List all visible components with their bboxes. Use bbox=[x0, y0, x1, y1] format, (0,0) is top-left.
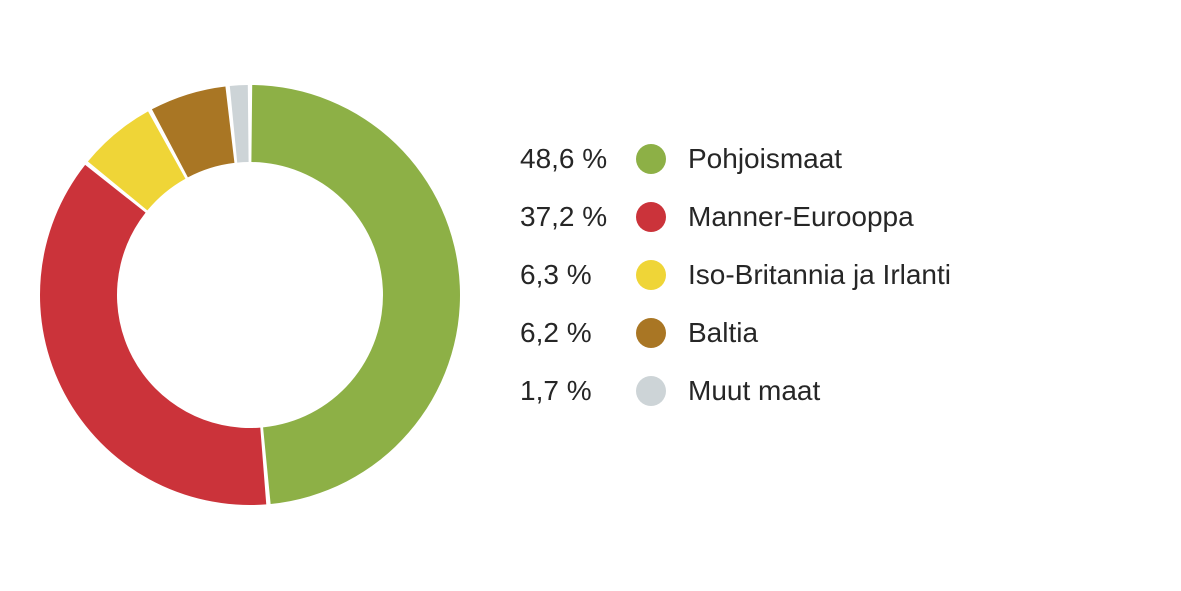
legend-label: Baltia bbox=[688, 319, 758, 347]
legend-row: 48,6 % Pohjoismaat bbox=[520, 130, 951, 188]
donut-slice bbox=[251, 85, 460, 504]
legend: 48,6 % Pohjoismaat 37,2 % Manner-Euroopp… bbox=[520, 130, 951, 420]
legend-swatch bbox=[636, 144, 666, 174]
legend-label: Manner-Eurooppa bbox=[688, 203, 914, 231]
donut-slice bbox=[40, 165, 266, 505]
legend-row: 6,3 % Iso-Britannia ja Irlanti bbox=[520, 246, 951, 304]
legend-row: 6,2 % Baltia bbox=[520, 304, 951, 362]
legend-pct: 6,2 % bbox=[520, 319, 630, 347]
chart-container: 48,6 % Pohjoismaat 37,2 % Manner-Euroopp… bbox=[0, 0, 1181, 591]
legend-swatch bbox=[636, 260, 666, 290]
legend-row: 1,7 % Muut maat bbox=[520, 362, 951, 420]
donut-svg bbox=[20, 30, 480, 560]
legend-pct: 37,2 % bbox=[520, 203, 630, 231]
legend-swatch bbox=[636, 202, 666, 232]
legend-swatch bbox=[636, 376, 666, 406]
legend-pct: 48,6 % bbox=[520, 145, 630, 173]
donut-chart bbox=[20, 30, 480, 565]
legend-row: 37,2 % Manner-Eurooppa bbox=[520, 188, 951, 246]
legend-label: Iso-Britannia ja Irlanti bbox=[688, 261, 951, 289]
legend-label: Pohjoismaat bbox=[688, 145, 842, 173]
legend-pct: 1,7 % bbox=[520, 377, 630, 405]
legend-label: Muut maat bbox=[688, 377, 820, 405]
legend-swatch bbox=[636, 318, 666, 348]
legend-pct: 6,3 % bbox=[520, 261, 630, 289]
